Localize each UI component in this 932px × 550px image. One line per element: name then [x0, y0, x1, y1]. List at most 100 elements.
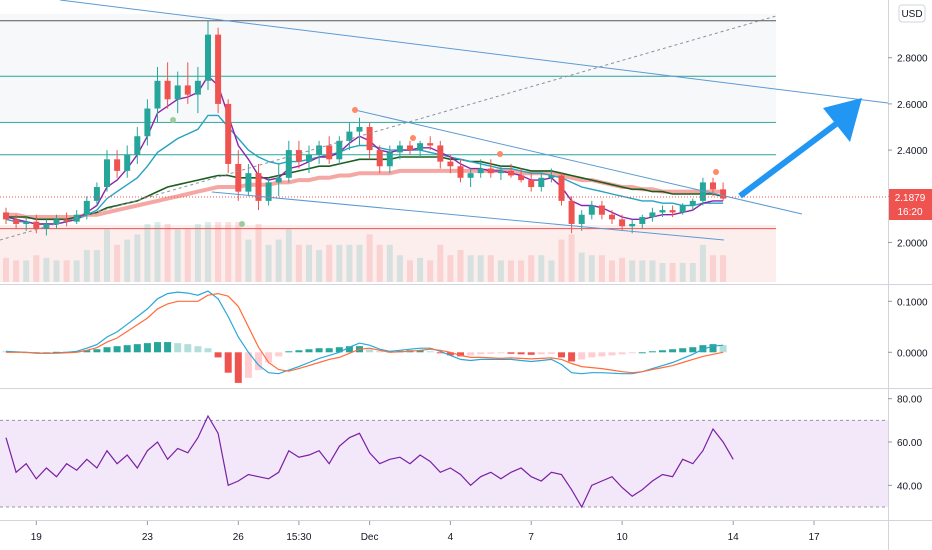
- price-zone-gray: [0, 14, 776, 121]
- macd-histogram-bar: [133, 344, 141, 353]
- candle-body: [538, 177, 545, 188]
- volume-bar: [114, 244, 121, 282]
- candle-body: [427, 143, 434, 146]
- candle: [538, 173, 545, 192]
- volume-bar: [417, 257, 424, 282]
- candle: [659, 205, 666, 218]
- candlesticks: [3, 20, 727, 236]
- macd-histogram-bar: [154, 342, 161, 353]
- volume-bar: [629, 260, 636, 282]
- candle: [316, 140, 323, 164]
- macd-histogram-bar: [194, 346, 202, 353]
- signal-line: [6, 292, 724, 374]
- candle: [528, 173, 535, 192]
- price-tick-label: 2.6000: [897, 100, 928, 111]
- volume-bar: [346, 244, 353, 282]
- volume-bar: [285, 229, 292, 282]
- volume-bar: [619, 257, 626, 282]
- macd-histogram-bar: [103, 347, 111, 353]
- candle-body: [215, 34, 222, 104]
- candle: [23, 217, 30, 231]
- candle-body: [285, 150, 292, 178]
- candle: [3, 207, 9, 224]
- macd-histogram-bar: [598, 352, 606, 357]
- candle: [689, 198, 696, 211]
- volume-bar: [43, 257, 50, 282]
- candle: [619, 214, 626, 231]
- macd-histogram-bar: [174, 343, 182, 353]
- volume-bar: [13, 260, 20, 282]
- candle: [53, 214, 60, 229]
- volume-bar: [720, 255, 727, 282]
- volume-bar: [568, 234, 575, 282]
- currency-button[interactable]: USD: [898, 4, 926, 23]
- candle: [174, 71, 181, 114]
- volume-bar: [255, 224, 262, 282]
- candle-body: [53, 219, 60, 224]
- volume-bar: [63, 260, 70, 282]
- macd-histogram-bar: [315, 348, 323, 353]
- macd-histogram-bar: [689, 347, 697, 353]
- candle: [285, 140, 292, 183]
- price-zone-red: [0, 225, 776, 282]
- macd-histogram-bar: [446, 352, 454, 356]
- currency-label: USD: [901, 9, 922, 20]
- candle: [548, 168, 555, 183]
- volume-bar: [83, 250, 90, 282]
- volume-bar: [144, 224, 151, 282]
- candle-body: [679, 205, 686, 213]
- candle: [376, 145, 383, 174]
- candle-body: [13, 219, 20, 224]
- macd-histogram-bar: [628, 352, 636, 354]
- ema-teal-line: [5, 114, 724, 225]
- volume-bar: [326, 244, 333, 282]
- candle: [568, 196, 575, 234]
- candle-body: [23, 221, 30, 224]
- candle-body: [528, 180, 535, 188]
- macd-histogram-bar: [578, 352, 586, 360]
- volume-bar: [33, 255, 40, 282]
- candle: [295, 140, 302, 169]
- volume-bar: [407, 260, 413, 282]
- macd-histogram-bar: [335, 347, 343, 353]
- candle-body: [336, 140, 343, 160]
- macd-histogram-bar: [224, 352, 232, 373]
- candle: [467, 168, 474, 188]
- candle: [558, 173, 565, 206]
- time-tick-label: 7: [528, 532, 534, 543]
- candle: [194, 66, 201, 114]
- volume-bar: [710, 255, 716, 282]
- candle-body: [326, 145, 333, 160]
- volume-bar: [184, 229, 191, 282]
- last-price-badge: 2.1879 16:20: [889, 189, 932, 220]
- candle-body: [407, 145, 413, 151]
- macd-histogram-bar: [123, 345, 131, 353]
- countdown-value: 16:20: [897, 207, 922, 218]
- time-tick-label: 26: [233, 532, 245, 543]
- macd-histogram-bar: [709, 344, 717, 353]
- time-axis[interactable]: 19 23 26 15:30 Dec 4 7 10 14 17: [31, 521, 820, 543]
- volume-bar: [295, 244, 302, 282]
- candle-body: [508, 170, 514, 176]
- volume-bar: [53, 260, 60, 282]
- volume-bar: [669, 263, 676, 282]
- candle-body: [275, 177, 282, 183]
- rsi-line: [5, 414, 734, 509]
- macd-histogram-bar: [366, 349, 374, 353]
- rsi-path: [5, 414, 734, 509]
- rsi-axis: 80.00 60.00 40.00: [888, 395, 922, 492]
- candle-body: [124, 154, 131, 171]
- macd-tick-label: 0.1000: [897, 297, 928, 308]
- macd-histogram-bar: [558, 352, 565, 358]
- macd-histogram-bar: [618, 352, 626, 355]
- candle-body: [184, 85, 191, 95]
- volume-bar: [225, 222, 232, 282]
- arrow-head: [823, 98, 862, 142]
- candle-body: [437, 145, 444, 162]
- macd-histogram-bar: [214, 352, 222, 358]
- volume-bar: [659, 263, 666, 282]
- candle-body: [63, 219, 70, 222]
- candle-body: [720, 189, 727, 199]
- candle: [679, 203, 686, 215]
- volume-bar: [73, 260, 80, 282]
